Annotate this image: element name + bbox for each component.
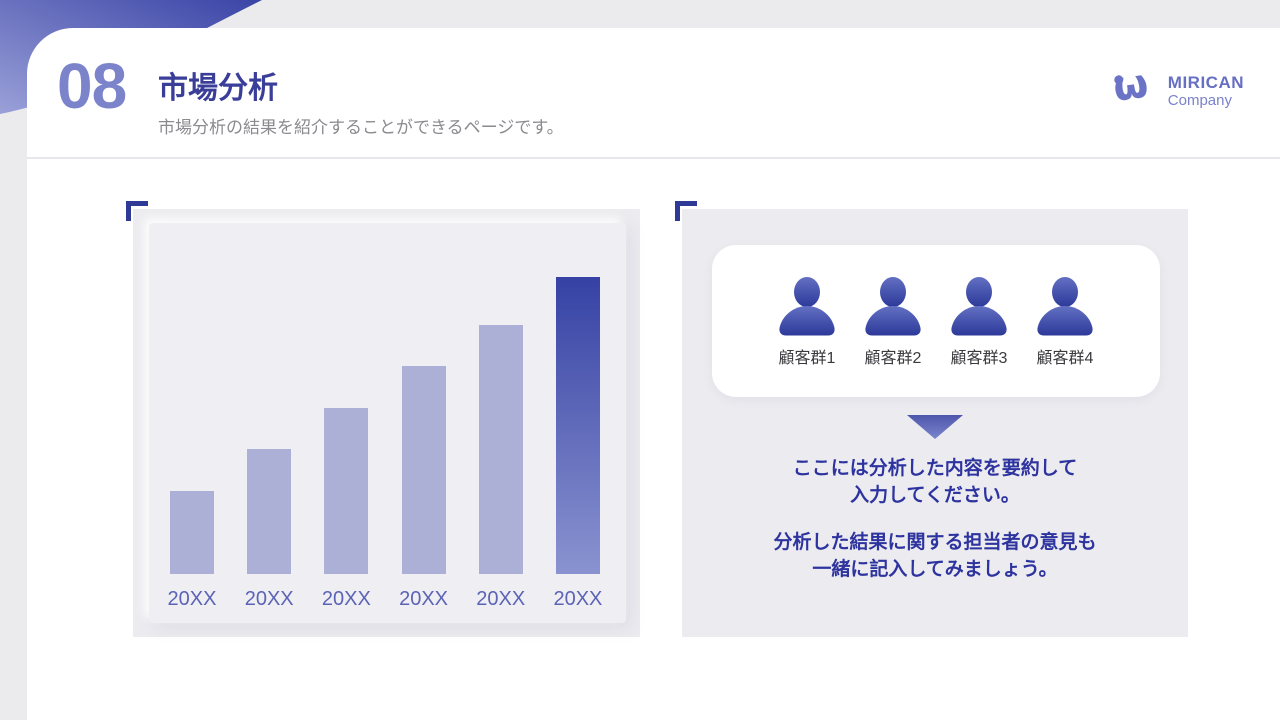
- bar: [170, 491, 214, 574]
- bar-chart: 20XX 20XX 20XX 20XX 20XX 20XX: [167, 277, 603, 611]
- summary-line: 一緒に記入してみましょう。: [812, 559, 1058, 580]
- summary-paragraph-1: ここには分析した内容を要約して 入力してください。: [682, 455, 1188, 509]
- market-chart-panel: 20XX 20XX 20XX 20XX 20XX 20XX: [133, 209, 640, 637]
- person-icon: [951, 277, 1007, 336]
- summary-line: 分析した結果に関する担当者の意見も: [773, 532, 1097, 553]
- person-icon: [779, 277, 835, 336]
- customer-segment-label: 顧客群1: [778, 350, 836, 367]
- summary-line: 入力してください。: [850, 485, 1020, 506]
- down-arrow-icon: [682, 415, 1188, 439]
- header-divider: [27, 157, 1280, 159]
- bar-column: 20XX: [321, 408, 371, 611]
- page-subtitle: 市場分析の結果を紹介することができるページです。: [158, 118, 564, 137]
- bar-axis-label: 20XX: [553, 588, 603, 610]
- customer-segment-label: 顧客群4: [1036, 350, 1094, 367]
- bar-highlighted: [555, 277, 600, 574]
- summary-paragraph-2: 分析した結果に関する担当者の意見も 一緒に記入してみましょう。: [682, 529, 1188, 583]
- customer-segment: 顧客群1: [775, 277, 839, 368]
- header-titles: 市場分析 市場分析の結果を紹介することができるページです。: [158, 72, 564, 138]
- customer-segments-card: 顧客群1 顧客群2 顧客群3 顧客群4: [712, 245, 1160, 397]
- logo-name: MIRICAN: [1167, 72, 1244, 92]
- bar-axis-label: 20XX: [244, 588, 294, 610]
- bar-axis-label: 20XX: [321, 588, 371, 610]
- customer-segment: 顧客群2: [861, 277, 925, 368]
- customer-segment-label: 顧客群2: [864, 350, 922, 367]
- page-number: 08: [57, 50, 127, 122]
- customer-segment-label: 顧客群3: [950, 350, 1008, 367]
- bar-axis-label: 20XX: [399, 588, 449, 610]
- chart-inner-card: [149, 223, 626, 623]
- company-logo: ω MIRICAN Company: [1109, 60, 1244, 114]
- bar-column: 20XX: [399, 366, 449, 611]
- person-icon: [865, 277, 921, 336]
- bar-axis-label: 20XX: [476, 588, 526, 610]
- corner-bracket-icon: [126, 201, 148, 221]
- bar-column: 20XX: [553, 277, 603, 611]
- logo-mark-icon: ω: [1109, 60, 1151, 111]
- bar-axis-label: 20XX: [167, 588, 217, 610]
- bar: [401, 366, 446, 574]
- person-icon: [1037, 277, 1093, 336]
- bar-column: 20XX: [244, 449, 294, 611]
- bar: [324, 408, 369, 574]
- bar-column: 20XX: [167, 491, 217, 611]
- bar-column: 20XX: [476, 325, 526, 611]
- slide-card: 08 市場分析 市場分析の結果を紹介することができるページです。 ω MIRIC…: [27, 28, 1280, 720]
- summary-line: ここには分析した内容を要約して: [792, 458, 1078, 479]
- customer-segment: 顧客群4: [1033, 277, 1097, 368]
- bar: [247, 449, 292, 574]
- bar: [478, 325, 523, 574]
- logo-company: Company: [1167, 92, 1232, 110]
- page-title: 市場分析: [158, 72, 278, 105]
- corner-bracket-icon: [675, 201, 697, 221]
- customer-segment: 顧客群3: [947, 277, 1011, 368]
- analysis-summary-panel: 顧客群1 顧客群2 顧客群3 顧客群4 ここには分析した内容を要約して 入力してくださ…: [682, 209, 1188, 637]
